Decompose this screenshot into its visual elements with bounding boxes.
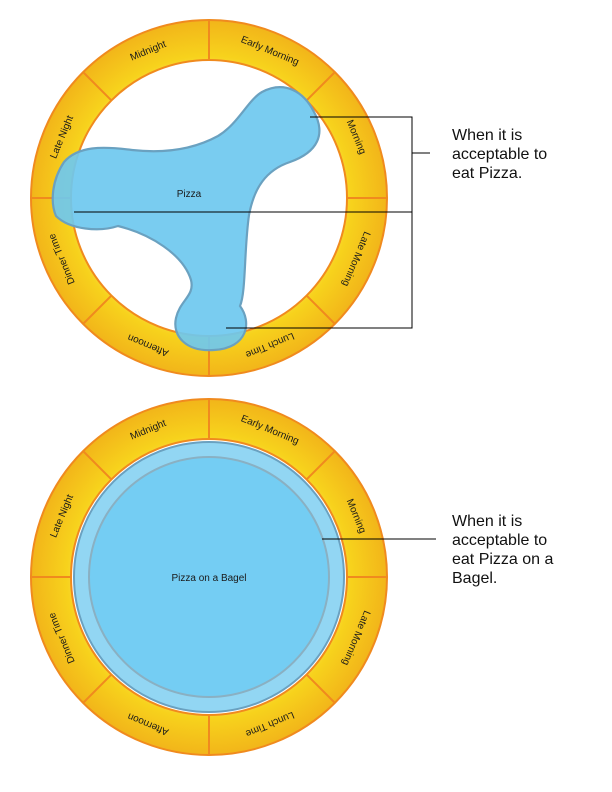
- bagel-center-label: Pizza on a Bagel: [171, 573, 246, 584]
- ring-divider: [82, 673, 113, 704]
- pizza-center-label: Pizza: [177, 189, 202, 200]
- pizza-time-blob: [51, 86, 321, 352]
- pizza-leader-lines: [74, 116, 430, 329]
- ring-divider: [82, 294, 113, 325]
- ring-divider: [305, 673, 336, 704]
- ring-divider: [82, 71, 113, 102]
- ring-divider: [82, 450, 113, 481]
- ring-divider: [305, 450, 336, 481]
- ring-dividers: [31, 399, 387, 755]
- pizza-callout: When it is acceptable to eat Pizza.: [452, 127, 548, 182]
- bagel-callout: When it is acceptable to eat Pizza on a …: [452, 513, 554, 587]
- ring-divider: [305, 71, 336, 102]
- ring-divider: [305, 294, 336, 325]
- bagel-inner-disc: [88, 456, 330, 698]
